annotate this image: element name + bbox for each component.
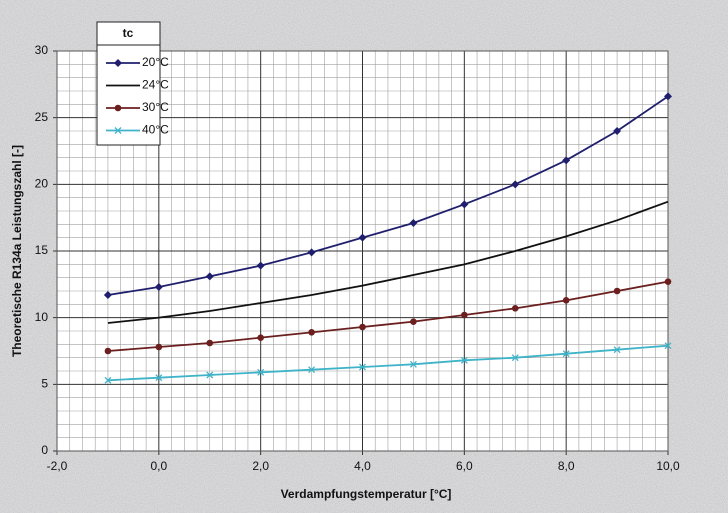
marker (511, 180, 520, 189)
y-axis-title: Theoretische R134a Leistungszahl [-] (10, 145, 24, 357)
marker (409, 360, 417, 368)
marks (103, 92, 672, 384)
marker (308, 329, 315, 336)
marker (114, 127, 122, 134)
marker (104, 376, 112, 384)
marker (154, 283, 163, 291)
y-tick-label: 0 (41, 443, 48, 457)
marker (307, 248, 316, 257)
marker (511, 305, 519, 312)
y-tick-label: 30 (35, 43, 49, 57)
legend-label: 30°C (142, 100, 169, 114)
marker (562, 297, 570, 304)
x-axis-title: Verdampfungstemperatur [°C] (281, 487, 452, 501)
legend-label: 24°C (142, 78, 169, 92)
x-tick-label: -2,0 (47, 459, 68, 473)
marker (664, 278, 672, 285)
marker (410, 318, 417, 325)
series-line (107, 344, 669, 382)
y-tick-label: 5 (41, 377, 48, 391)
marker (461, 311, 468, 319)
legend-label: 20°C (142, 55, 169, 69)
marker (308, 366, 316, 374)
marker (103, 291, 112, 299)
x-tick-label: 8,0 (558, 459, 575, 473)
marker (104, 347, 112, 355)
series-line (107, 200, 669, 324)
marker (206, 371, 214, 379)
marker (359, 363, 366, 371)
x-tick-label: 4,0 (354, 459, 371, 473)
marker (114, 104, 122, 112)
marker (460, 356, 468, 364)
legend-title: tc (123, 26, 134, 40)
marker (358, 233, 367, 242)
y-tick-label: 10 (35, 310, 49, 324)
marker (155, 374, 163, 382)
marker (155, 343, 163, 351)
marker (613, 287, 621, 295)
marker (511, 354, 519, 362)
y-tick-label: 15 (35, 243, 49, 257)
marker (664, 92, 672, 101)
x-tick-label: 2,0 (252, 459, 269, 473)
marker (206, 339, 214, 347)
y-tick-label: 25 (35, 110, 49, 124)
marker (114, 59, 122, 67)
marker (664, 342, 672, 350)
marker (256, 261, 265, 270)
marker (359, 323, 366, 331)
marker (409, 219, 418, 227)
marker (205, 272, 214, 281)
x-tick-label: 6,0 (456, 459, 473, 473)
y-tick-label: 20 (35, 177, 49, 191)
marker (257, 334, 264, 341)
marker (257, 368, 265, 376)
x-tick-label: 0,0 (150, 459, 167, 473)
x-tick-label: 10,0 (656, 459, 680, 473)
marker (613, 127, 622, 135)
marker (562, 350, 570, 358)
legend: tc 20°C 24°C 30°C 40°C (96, 21, 169, 146)
legend-label: 40°C (142, 123, 169, 137)
plot-border (56, 50, 669, 452)
marker (460, 200, 469, 209)
marker (562, 156, 571, 165)
series-line (107, 280, 669, 352)
marker (613, 346, 621, 354)
legend-title-box (96, 21, 161, 46)
series-line (107, 95, 669, 296)
